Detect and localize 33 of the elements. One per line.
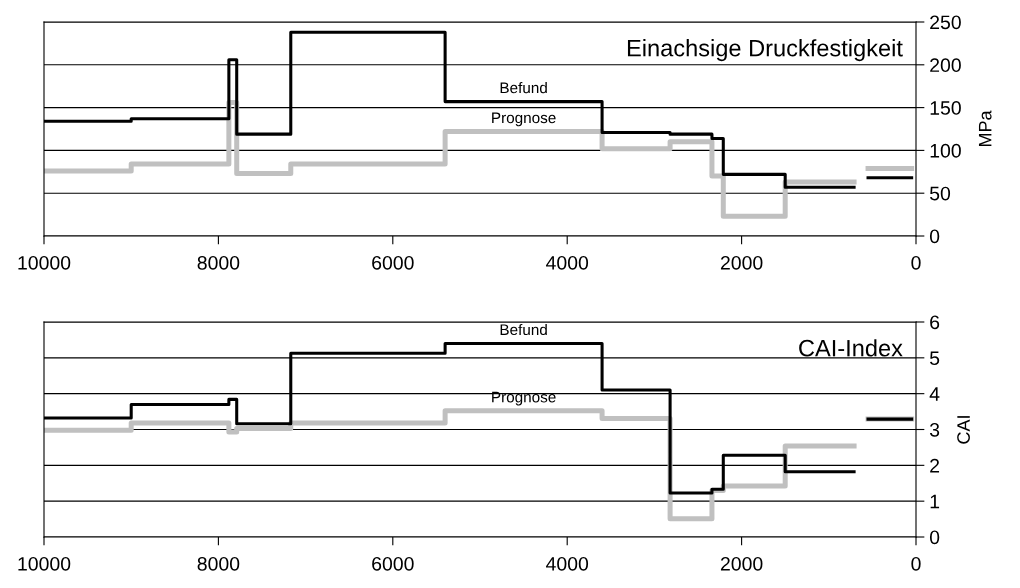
y-tick-label: 50 <box>929 186 951 201</box>
x-tick-label: 2000 <box>720 255 763 270</box>
x-tick-label: 10000 <box>18 255 71 270</box>
y-tick-label: 0 <box>929 229 940 244</box>
x-tick-label: 4000 <box>546 255 589 270</box>
x-tick-label: 4000 <box>546 556 589 571</box>
x-tick-label: 8000 <box>197 255 240 270</box>
text: CAI-Index <box>799 339 903 357</box>
x-tick-label: 8000 <box>197 556 240 571</box>
x-tick-label: 2000 <box>720 556 763 571</box>
y-tick-label: 150 <box>930 101 961 115</box>
y-axis-title: MPa <box>978 110 992 147</box>
y-tick-label: 2 <box>930 458 940 473</box>
y-axis-title: CAI <box>957 416 970 444</box>
series-label: Befund <box>500 82 547 94</box>
y-tick-label: 6 <box>930 315 940 330</box>
y-tick-label: 3 <box>929 422 940 437</box>
y-tick-label: 250 <box>930 15 961 30</box>
x-tick-label: 6000 <box>372 556 414 571</box>
y-tick-label: 0 <box>929 530 940 545</box>
y-tick-label: 100 <box>930 143 961 158</box>
y-tick-label: 200 <box>930 58 961 73</box>
x-tick-label: 6000 <box>372 255 414 270</box>
y-tick-label: 1 <box>930 494 940 509</box>
y-tick-label: 4 <box>929 387 940 401</box>
x-tick-label: 10000 <box>18 556 71 571</box>
series-label: Prognose <box>492 391 556 406</box>
x-tick-label: 0 <box>911 556 921 571</box>
x-tick-label: 0 <box>911 255 921 270</box>
series-label: Befund <box>500 323 547 336</box>
text: Einachsige Druckfestigkeit <box>627 39 903 62</box>
series-label: Prognose <box>492 112 556 127</box>
y-tick-label: 5 <box>929 351 940 366</box>
